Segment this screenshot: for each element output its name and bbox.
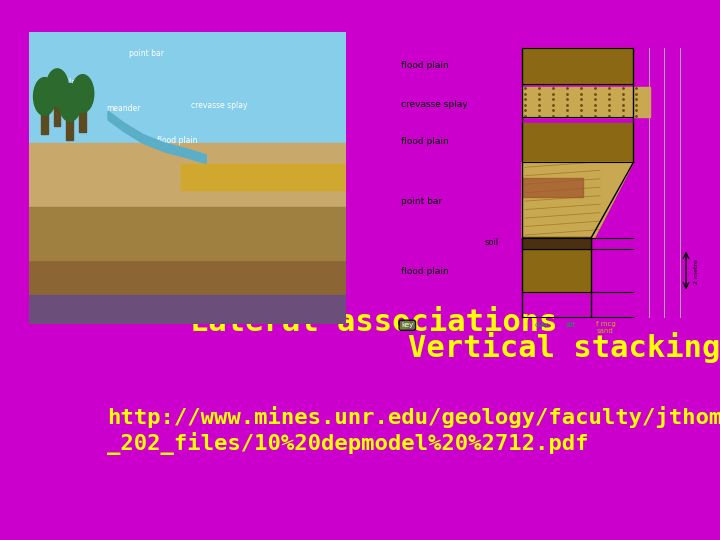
Text: flood plain: flood plain	[401, 267, 449, 276]
Text: silt: silt	[565, 322, 576, 328]
Ellipse shape	[34, 78, 55, 116]
Polygon shape	[108, 111, 206, 164]
Text: flood plain: flood plain	[158, 136, 198, 145]
Text: point bar: point bar	[401, 197, 442, 206]
Text: Lateral associations: Lateral associations	[190, 308, 558, 337]
Text: point bar: point bar	[128, 49, 163, 58]
Polygon shape	[522, 163, 634, 238]
Bar	[522, 48, 634, 84]
Ellipse shape	[71, 75, 94, 112]
Bar	[66, 117, 73, 140]
Text: sand: sand	[596, 328, 613, 334]
Bar	[181, 164, 346, 190]
Bar	[29, 295, 346, 324]
Text: meander: meander	[107, 104, 141, 113]
Text: levee: levee	[69, 104, 90, 113]
Bar	[29, 143, 346, 324]
Bar	[522, 250, 591, 293]
Text: http://www.mines.unr.edu/geology/faculty/jthomepage/GEOL
_202_files/10%20depmode: http://www.mines.unr.edu/geology/faculty…	[107, 407, 720, 455]
Bar	[41, 111, 48, 134]
Text: flood plain: flood plain	[401, 61, 449, 70]
Ellipse shape	[46, 69, 68, 107]
Bar	[522, 123, 634, 163]
Bar	[29, 260, 346, 324]
Text: flood plain: flood plain	[401, 137, 449, 146]
Bar	[29, 207, 346, 260]
Bar	[522, 178, 583, 197]
Text: oxbow lake: oxbow lake	[42, 78, 85, 87]
Text: soil: soil	[485, 238, 499, 247]
Text: Vertical stacking: Vertical stacking	[408, 332, 720, 363]
Text: f mcg: f mcg	[596, 321, 616, 327]
Ellipse shape	[59, 83, 81, 122]
Bar	[29, 32, 346, 155]
Bar	[522, 87, 650, 117]
Text: key: key	[401, 322, 413, 328]
Text: crevasse splay: crevasse splay	[401, 100, 468, 110]
Text: clay: clay	[534, 322, 549, 328]
Text: 2 metre: 2 metre	[694, 259, 698, 284]
Bar	[522, 237, 591, 248]
Bar	[79, 108, 86, 132]
Text: crevasse splay: crevasse splay	[191, 101, 247, 110]
Bar	[53, 103, 60, 126]
